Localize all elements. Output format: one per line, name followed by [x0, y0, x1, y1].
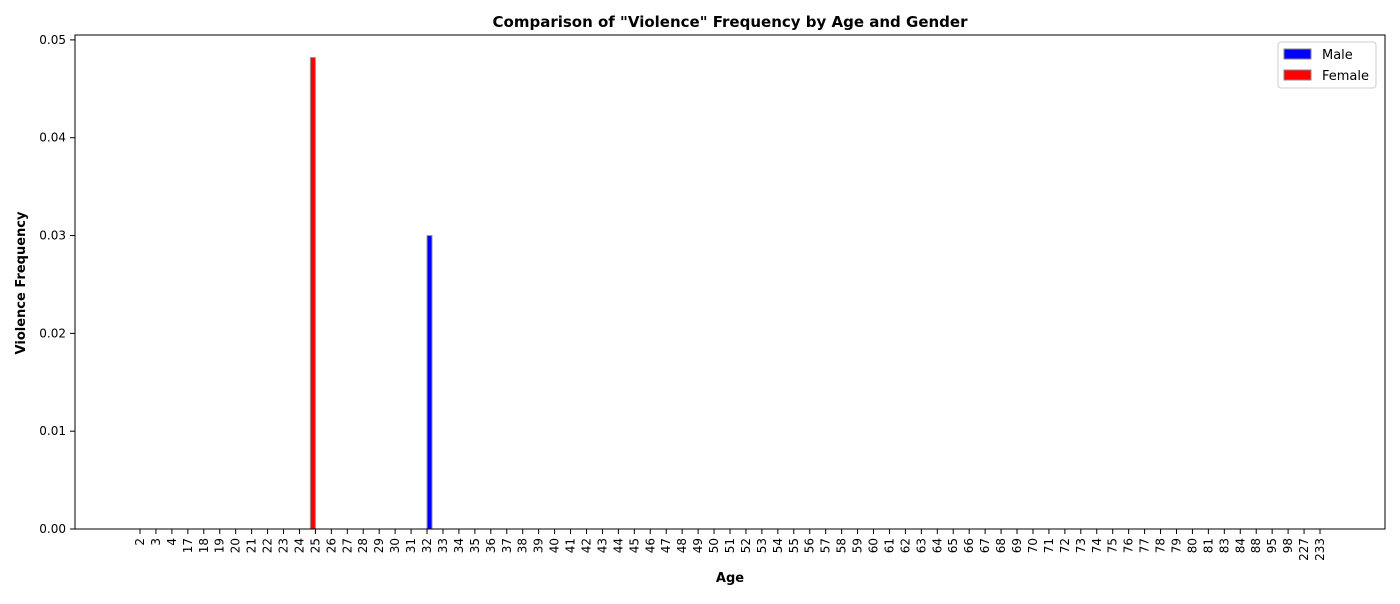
- x-tick-label: 88: [1249, 538, 1263, 553]
- x-tick-label: 66: [962, 538, 976, 553]
- x-tick-label: 75: [1106, 538, 1120, 553]
- x-tick-label: 71: [1042, 538, 1056, 553]
- y-tick-label: 0.03: [39, 229, 66, 243]
- y-tick-label: 0.00: [39, 522, 66, 536]
- x-tick-label: 36: [484, 538, 498, 553]
- x-tick-label: 53: [755, 538, 769, 553]
- x-tick-label: 74: [1090, 538, 1104, 553]
- x-tick-label: 17: [181, 538, 195, 553]
- x-tick-label: 30: [388, 538, 402, 553]
- x-tick-label: 60: [867, 538, 881, 553]
- x-tick-label: 69: [1010, 538, 1024, 553]
- x-tick-label: 35: [468, 538, 482, 553]
- x-tick-label: 42: [579, 538, 593, 553]
- x-tick-label: 21: [245, 538, 259, 553]
- x-tick-label: 20: [229, 538, 243, 553]
- legend-swatch-male: [1283, 48, 1312, 60]
- y-axis-label: Violence Frequency: [14, 211, 29, 354]
- x-tick-label: 77: [1138, 538, 1152, 553]
- x-tick-label: 32: [420, 538, 434, 553]
- x-tick-label: 23: [277, 538, 291, 553]
- y-tick-label: 0.05: [39, 33, 66, 47]
- x-tick-label: 56: [803, 538, 817, 553]
- x-tick-label: 54: [771, 538, 785, 553]
- x-tick-label: 81: [1201, 538, 1215, 553]
- x-tick-label: 58: [835, 538, 849, 553]
- x-axis-label: Age: [716, 571, 744, 586]
- x-tick-label: 80: [1185, 538, 1199, 553]
- x-tick-label: 44: [611, 538, 625, 553]
- x-tick-label: 28: [356, 538, 370, 553]
- x-tick-label: 45: [627, 538, 641, 553]
- y-tick-label: 0.02: [39, 326, 66, 340]
- x-tick-label: 72: [1058, 538, 1072, 553]
- x-tick-label: 61: [882, 538, 896, 553]
- legend-label-male: Male: [1322, 48, 1353, 63]
- x-tick-label: 39: [532, 538, 546, 553]
- x-tick-label: 40: [548, 538, 562, 553]
- x-tick-label: 46: [643, 538, 657, 553]
- y-tick-label: 0.01: [39, 424, 66, 438]
- x-tick-label: 24: [292, 538, 306, 553]
- x-tick-label: 73: [1074, 538, 1088, 553]
- y-tick-label: 0.04: [39, 131, 66, 145]
- x-tick-label: 47: [659, 538, 673, 553]
- x-tick-label: 59: [851, 538, 865, 553]
- x-tick-label: 79: [1169, 538, 1183, 553]
- x-tick-label: 57: [819, 538, 833, 553]
- x-tick-label: 48: [675, 538, 689, 553]
- x-tick-label: 25: [308, 538, 322, 553]
- x-tick-label: 29: [372, 538, 386, 553]
- bars: [309, 56, 433, 530]
- bar-female-25: [309, 56, 316, 530]
- x-tick-label: 33: [436, 538, 450, 553]
- x-tick-label: 55: [787, 538, 801, 553]
- x-tick-label: 50: [707, 538, 721, 553]
- x-tick-label: 67: [978, 538, 992, 553]
- x-tick-label: 18: [197, 538, 211, 553]
- x-tick-label: 22: [261, 538, 275, 553]
- x-tick-label: 98: [1281, 538, 1295, 553]
- x-tick-label: 64: [930, 538, 944, 553]
- x-tick-label: 68: [994, 538, 1008, 553]
- x-tick-label: 70: [1026, 538, 1040, 553]
- x-tick-label: 3: [149, 538, 163, 546]
- x-tick-label: 19: [213, 538, 227, 553]
- x-tick-label: 52: [739, 538, 753, 553]
- x-tick-label: 51: [723, 538, 737, 553]
- y-axis: 0.00 0.01 0.02 0.03 0.04 0.05: [39, 33, 75, 536]
- x-tick-label: 31: [404, 538, 418, 553]
- x-axis: 2 3 4 17 18 19 20 21 22 23 24 25 26 27 28 29 30 31 32 33 34 3…: [133, 529, 1327, 561]
- x-tick-label: 41: [564, 538, 578, 553]
- x-tick-label: 38: [516, 538, 530, 553]
- x-tick-label: 84: [1233, 538, 1247, 553]
- x-tick-label: 2: [133, 538, 147, 546]
- x-tick-label: 63: [914, 538, 928, 553]
- x-tick-label: 227: [1297, 538, 1311, 561]
- bar-male-32: [426, 235, 433, 530]
- x-tick-label: 26: [324, 538, 338, 553]
- x-tick-label: 78: [1154, 538, 1168, 553]
- x-tick-label: 233: [1313, 538, 1327, 561]
- legend: Male Female: [1277, 41, 1377, 89]
- x-tick-label: 49: [691, 538, 705, 553]
- x-tick-label: 4: [165, 538, 179, 546]
- x-tick-label: 34: [452, 538, 466, 553]
- legend-swatch-female: [1283, 69, 1312, 81]
- x-tick-label: 65: [946, 538, 960, 553]
- legend-label-female: Female: [1322, 69, 1369, 84]
- plot-frame: [74, 34, 1386, 530]
- x-tick-label: 37: [500, 538, 514, 553]
- x-tick-label: 76: [1122, 538, 1136, 553]
- x-tick-label: 83: [1217, 538, 1231, 553]
- x-tick-label: 43: [595, 538, 609, 553]
- x-tick-label: 27: [340, 538, 354, 553]
- x-tick-label: 95: [1265, 538, 1279, 553]
- chart-title: Comparison of "Violence" Frequency by Ag…: [493, 13, 969, 31]
- x-tick-label: 62: [898, 538, 912, 553]
